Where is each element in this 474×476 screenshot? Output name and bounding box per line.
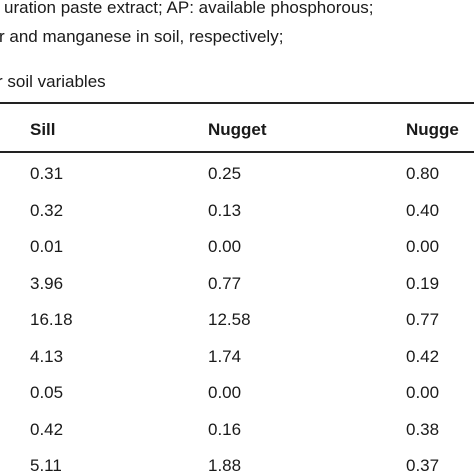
table-caption: r soil variables [0, 72, 106, 91]
cell-nugget-ratio: 0.38 [406, 420, 440, 439]
cell-sill: 3.96 [30, 274, 64, 293]
cell-nugget-ratio: 0.42 [406, 347, 440, 366]
header-nugget: Nugget [208, 120, 267, 139]
header-sill: Sill [30, 120, 56, 139]
cell-nugget: 0.77 [208, 274, 242, 293]
cell-sill: 0.32 [30, 201, 64, 220]
table-header-rule [0, 151, 474, 153]
cell-nugget-ratio: 0.80 [406, 164, 440, 183]
cell-nugget: 12.58 [208, 310, 251, 329]
cell-nugget: 0.13 [208, 201, 242, 220]
cell-nugget-ratio: 0.00 [406, 383, 440, 402]
cell-sill: 0.42 [30, 420, 64, 439]
cell-sill: 5.11 [30, 456, 62, 475]
cell-nugget: 0.16 [208, 420, 242, 439]
cell-nugget: 0.25 [208, 164, 242, 183]
cell-sill: 16.18 [30, 310, 73, 329]
cell-sill: 4.13 [30, 347, 64, 366]
cell-nugget-ratio: 0.00 [406, 237, 440, 256]
table-top-rule [0, 102, 474, 104]
cell-nugget: 0.00 [208, 383, 242, 402]
footnote-line-2: r and manganese in soil, respectively; [0, 27, 284, 46]
cell-sill: 0.01 [30, 237, 64, 256]
footnote-line-1: uration paste extract; AP: available pho… [4, 0, 374, 17]
cell-nugget-ratio: 0.77 [406, 310, 440, 329]
cell-nugget-ratio: 0.40 [406, 201, 440, 220]
cell-nugget-ratio: 0.37 [406, 456, 440, 475]
header-nugget-ratio: Nugge [406, 120, 459, 139]
cell-nugget: 1.74 [208, 347, 242, 366]
cell-nugget-ratio: 0.19 [406, 274, 440, 293]
cell-nugget: 1.88 [208, 456, 242, 475]
cell-sill: 0.31 [30, 164, 64, 183]
cell-nugget: 0.00 [208, 237, 242, 256]
cell-sill: 0.05 [30, 383, 64, 402]
